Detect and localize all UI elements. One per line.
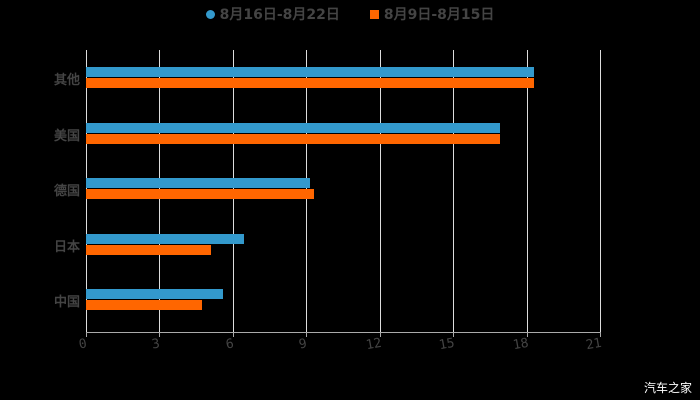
bar[interactable] bbox=[86, 178, 310, 188]
x-axis bbox=[86, 332, 601, 333]
x-tick-label: 12 bbox=[364, 335, 383, 354]
legend: 8月16日-8月22日 8月9日-8月15日 bbox=[0, 4, 700, 24]
category-label: 其他 bbox=[53, 73, 80, 88]
gridline bbox=[453, 50, 455, 332]
x-tick bbox=[379, 332, 381, 337]
x-tick bbox=[232, 332, 234, 337]
x-tick bbox=[600, 332, 601, 337]
category-label: 美国 bbox=[53, 128, 80, 144]
x-tick-label: 9 bbox=[298, 336, 309, 353]
bar[interactable] bbox=[86, 300, 203, 310]
category-label: 中国 bbox=[53, 295, 80, 310]
x-tick bbox=[453, 332, 455, 337]
x-tick bbox=[526, 332, 528, 337]
x-tick-label: 18 bbox=[511, 335, 530, 354]
bar[interactable] bbox=[86, 244, 211, 255]
legend-marker-icon bbox=[369, 9, 379, 19]
gridline bbox=[526, 50, 528, 332]
x-tick bbox=[306, 332, 308, 337]
watermark: 汽车之家 bbox=[643, 381, 692, 395]
gridline bbox=[600, 50, 601, 332]
x-tick-label: 0 bbox=[77, 336, 89, 353]
bar[interactable] bbox=[86, 289, 224, 299]
x-tick-label: 6 bbox=[224, 336, 235, 353]
legend-marker-icon bbox=[205, 9, 215, 19]
category-label: 日本 bbox=[53, 239, 80, 255]
gridline bbox=[379, 50, 381, 332]
bar[interactable] bbox=[86, 122, 500, 133]
category-label: 德国 bbox=[53, 184, 80, 199]
bar[interactable] bbox=[86, 78, 534, 88]
bar[interactable] bbox=[86, 189, 314, 199]
x-tick-label: 21 bbox=[584, 335, 603, 354]
legend-item-series-1[interactable]: 8月16日-8月22日 bbox=[205, 4, 340, 24]
x-tick bbox=[159, 332, 161, 337]
x-tick bbox=[86, 332, 87, 337]
x-tick-label: 15 bbox=[437, 335, 456, 354]
bar[interactable] bbox=[86, 67, 534, 77]
bar[interactable] bbox=[86, 233, 244, 244]
x-tick-label: 3 bbox=[151, 336, 162, 353]
legend-item-series-2[interactable]: 8月9日-8月15日 bbox=[369, 4, 494, 24]
bar[interactable] bbox=[86, 133, 500, 144]
